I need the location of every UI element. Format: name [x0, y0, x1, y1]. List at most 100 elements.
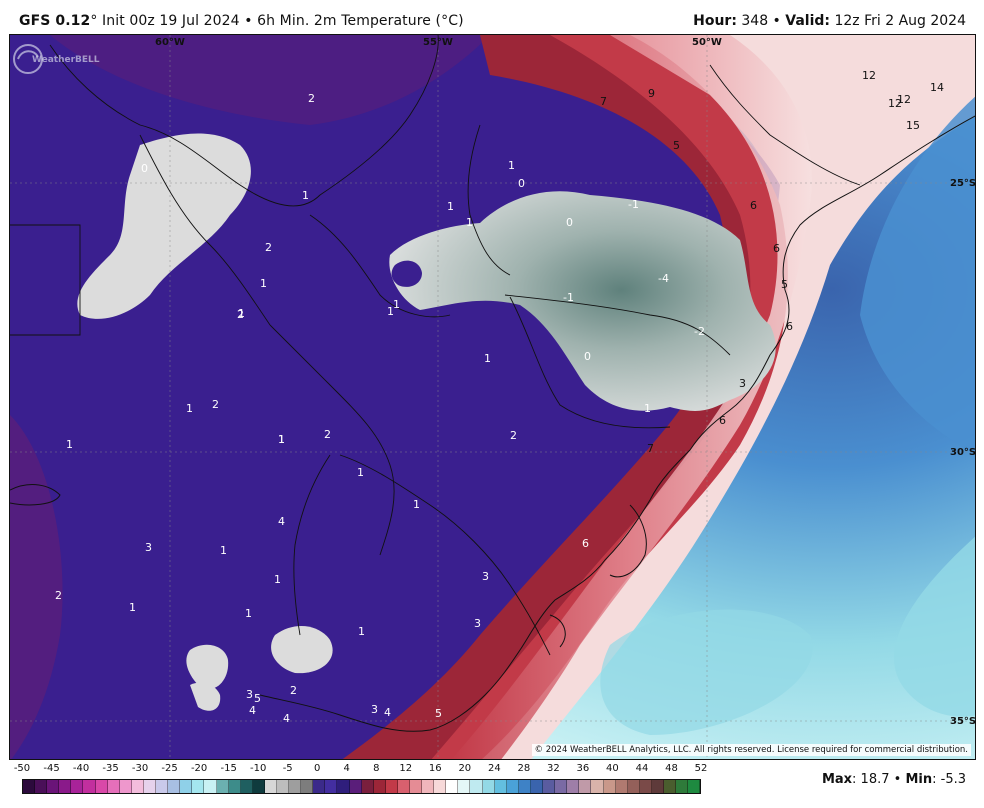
colorbar-swatch: [71, 780, 84, 793]
colorbar-tick-label: 16: [428, 763, 442, 774]
colorbar-swatch: [627, 780, 640, 793]
colorbar-swatch: [397, 780, 410, 793]
colorbar-swatch: [543, 780, 556, 793]
ocean-blue-band: [860, 96, 975, 454]
value-label: 6: [582, 537, 589, 550]
colorbar-swatch: [663, 780, 677, 793]
value-label: 0: [141, 162, 148, 175]
colorbar-swatch: [23, 780, 36, 793]
value-label: 1: [387, 305, 394, 318]
colorbar-tick-label: 12: [399, 763, 413, 774]
coastal-pink-belt: [451, 35, 812, 759]
colorbar-tick-label: 4: [343, 763, 350, 774]
colorbar-tick-label: 36: [576, 763, 590, 774]
colorbar-swatch: [337, 780, 350, 793]
copyright-notice: © 2024 WeatherBELL Analytics, LLC. All r…: [531, 744, 971, 756]
colorbar-tick-label: -35: [102, 763, 119, 774]
value-label: 2: [308, 92, 315, 105]
colorbar-swatch: [119, 780, 132, 793]
map-canvas: 60°W 55°W 50°W 25°S 30°S 35°S 20 11121101…: [10, 35, 976, 759]
value-label: 2: [290, 684, 297, 697]
colorbar-swatch: [422, 780, 435, 793]
value-label: 1: [186, 402, 193, 415]
value-label: 1: [644, 402, 651, 415]
hour-value: 348: [741, 13, 769, 29]
colorbar-swatch: [579, 780, 592, 793]
value-label: 12: [888, 97, 902, 110]
value-label: 3: [371, 703, 378, 716]
value-label: 4: [278, 515, 285, 528]
graticule: [10, 35, 975, 759]
value-label: 2: [324, 428, 331, 441]
value-label: 3: [246, 688, 253, 701]
colorbar-swatch: [688, 780, 700, 793]
cold-patch-northwest: [77, 133, 251, 319]
colorbar-swatch: [458, 780, 471, 793]
value-label: 1: [220, 544, 227, 557]
value-label: 5: [673, 139, 680, 152]
value-label: 1: [466, 216, 473, 229]
colorbar-swatch: [228, 780, 241, 793]
colorbar-swatch: [47, 780, 60, 793]
colorbar-swatch: [434, 780, 447, 793]
colorbar-tick-label: 28: [517, 763, 531, 774]
value-label: 3: [474, 617, 481, 630]
colorbar-swatch: [143, 780, 157, 793]
value-label: 3: [482, 570, 489, 583]
value-label: 12: [862, 69, 876, 82]
value-label: -1: [563, 291, 574, 304]
value-label: 5: [435, 707, 442, 720]
stats-separator: •: [889, 772, 906, 787]
map-header: GFS 0.12° Init 00z 19 Jul 2024 • 6h Min.…: [0, 0, 984, 34]
colorbar-swatch: [131, 780, 144, 793]
colorbar-tick-label: -45: [43, 763, 60, 774]
value-label: 2: [510, 429, 517, 442]
valid-label: Valid:: [785, 13, 831, 29]
colorbar-tick-label: 52: [694, 763, 708, 774]
value-label: 3: [739, 377, 746, 390]
colorbar-swatch: [385, 780, 398, 793]
colorbar-swatch: [289, 780, 302, 793]
colorbar-swatch: [676, 780, 689, 793]
value-label: -2: [694, 325, 705, 338]
value-label: 6: [719, 414, 726, 427]
colorbar-swatch: [95, 780, 108, 793]
colorbar-tick-label: 44: [635, 763, 649, 774]
colorbar-tick-label: 48: [665, 763, 678, 774]
colorbar-swatch: [301, 780, 314, 793]
value-label: 12: [897, 93, 911, 106]
colorbar-swatch: [349, 780, 362, 793]
colorbar-swatch: [470, 780, 483, 793]
colorbar-swatch: [325, 780, 338, 793]
coastline: [10, 115, 975, 732]
value-label: 1: [484, 352, 491, 365]
colorbar-swatch: [240, 780, 253, 793]
colorbar-tick-label: -40: [72, 763, 90, 774]
colorbar-swatch: [555, 780, 568, 793]
value-label: 1: [129, 601, 136, 614]
value-label: 5: [254, 692, 261, 705]
colorbar-tick-label: 0: [314, 763, 321, 774]
valid-time: Hour: 348 • Valid: 12z Fri 2 Aug 2024: [693, 13, 966, 29]
colorbar-swatch: [192, 780, 205, 793]
lat-label-25s: 25°S: [950, 178, 976, 189]
value-label: 1: [358, 625, 365, 638]
value-label: 1: [413, 498, 420, 511]
value-label: 7: [647, 442, 654, 455]
colorbar-swatch: [591, 780, 604, 793]
colorbar-swatch: [651, 780, 664, 793]
colorbar-swatch: [446, 780, 459, 793]
colorbar-swatch: [615, 780, 628, 793]
colorbar-tick-label: 24: [487, 763, 501, 774]
value-label: 6: [773, 242, 780, 255]
colorbar-swatch: [494, 780, 507, 793]
colorbar-swatch: [264, 780, 277, 793]
value-label: 1: [238, 307, 245, 320]
colorbar: -50 -45 -40 -35 -30 -25 -20 -15 -10 -5 0 4 8 12 16 20 24…: [14, 763, 708, 803]
value-label: 5: [781, 278, 788, 291]
map-title: GFS 0.12° Init 00z 19 Jul 2024 • 6h Min.…: [19, 13, 464, 29]
min-label: Min: [905, 772, 933, 787]
ocean-cyan-patch: [600, 609, 813, 735]
